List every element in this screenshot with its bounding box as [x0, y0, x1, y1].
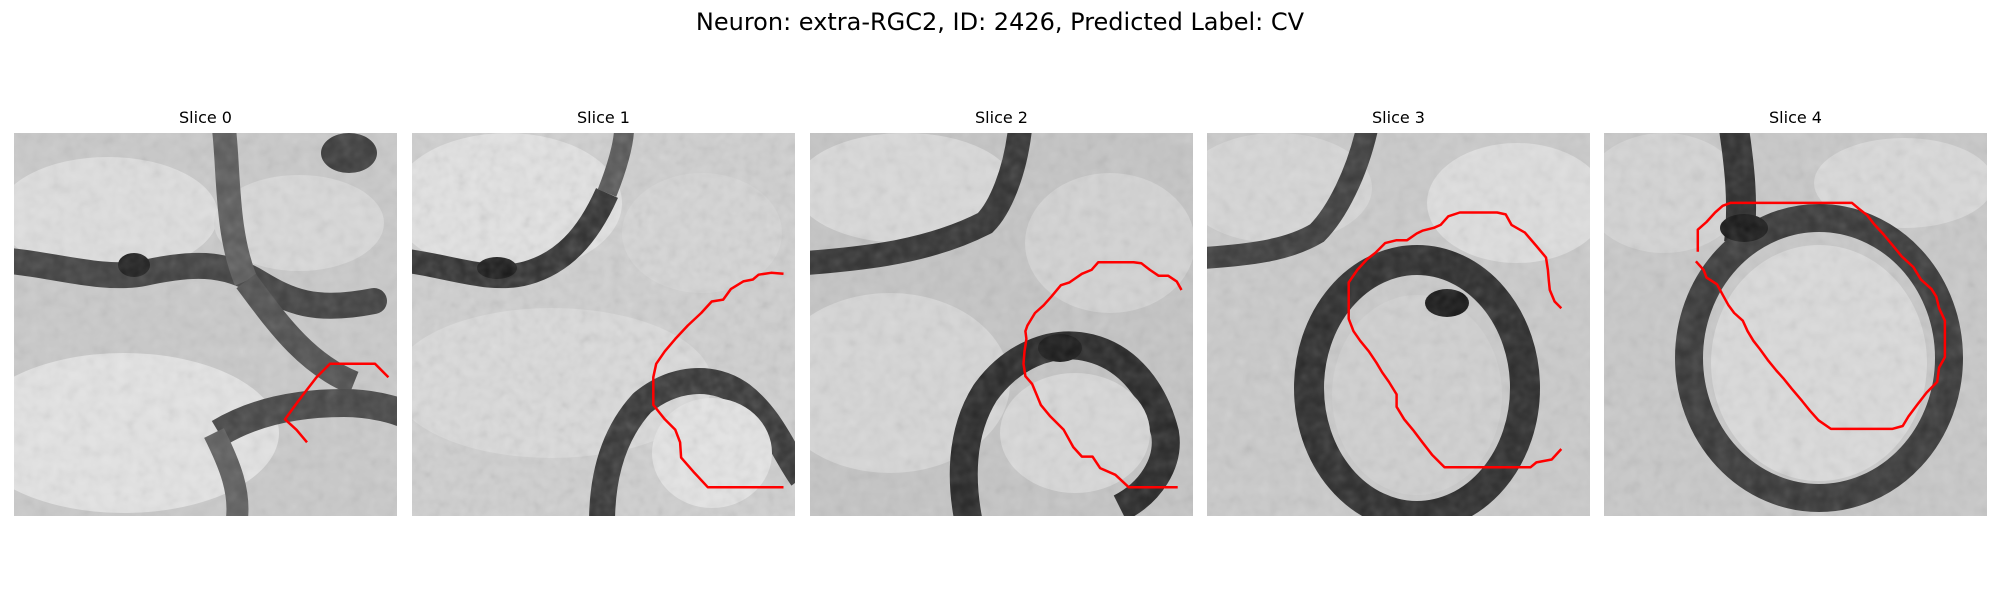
figure-title: Neuron: extra-RGC2, ID: 2426, Predicted … [695, 8, 1305, 36]
slice-image [1207, 133, 1590, 516]
slice-image [412, 133, 795, 516]
panel-title: Slice 4 [1769, 108, 1822, 127]
slice-image [810, 133, 1193, 516]
panel-title: Slice 1 [577, 108, 630, 127]
panel-slice-0: Slice 0 [14, 106, 397, 516]
microscopy-slice-0 [14, 133, 397, 516]
segmentation-contour [1694, 201, 1947, 431]
panel-title: Slice 0 [179, 108, 232, 127]
panel-slice-2: Slice 2 [810, 106, 1193, 516]
segmentation-contour [1347, 211, 1563, 469]
microscopy-slice-4 [1604, 133, 1987, 516]
slice-image [1604, 133, 1987, 516]
segmentation-contour [1022, 261, 1183, 489]
microscopy-slice-3 [1207, 133, 1590, 516]
panel-title: Slice 2 [975, 108, 1028, 127]
slice-image [14, 133, 397, 516]
microscopy-slice-1 [412, 133, 795, 516]
panel-slice-4: Slice 4 [1604, 106, 1987, 516]
segmentation-contour [652, 271, 784, 489]
panel-slice-1: Slice 1 [412, 106, 795, 516]
panel-title: Slice 3 [1372, 108, 1425, 127]
microscopy-slice-2 [810, 133, 1193, 516]
segmentation-contour [283, 362, 390, 444]
panel-slice-3: Slice 3 [1207, 106, 1590, 516]
